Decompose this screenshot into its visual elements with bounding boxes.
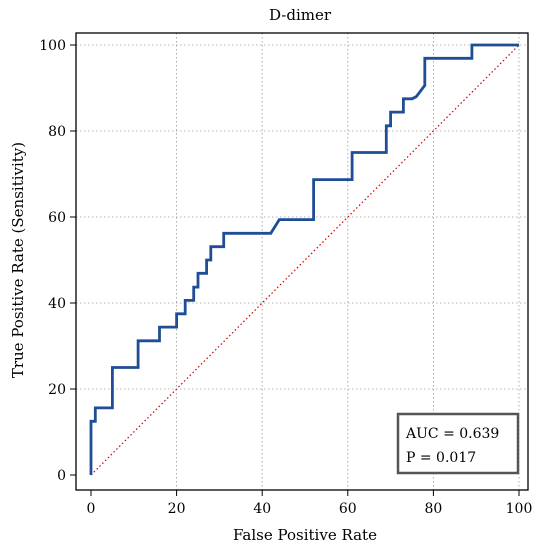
auc-value: AUC = 0.639 (405, 426, 499, 442)
x-axis-label: False Positive Rate (233, 526, 377, 544)
x-tick-label: 20 (168, 501, 186, 517)
y-tick-label: 60 (48, 210, 66, 226)
x-axis-ticks: 0 20 40 60 80 100 (87, 490, 533, 517)
y-axis-ticks: 0 20 40 60 80 100 (39, 38, 76, 484)
roc-curve (89, 43, 519, 475)
reference-diagonal-line (90, 44, 520, 476)
y-tick-label: 80 (48, 124, 66, 140)
y-axis-label: True Positive Rate (Sensitivity) (9, 142, 27, 378)
x-tick-label: 40 (253, 501, 271, 517)
y-tick-label: 0 (57, 468, 66, 484)
x-tick-label: 60 (339, 501, 357, 517)
annotation-frame (396, 412, 520, 475)
x-tick-label: 0 (87, 501, 96, 517)
y-tick-label: 40 (48, 296, 66, 312)
chart-title: D-dimer (269, 6, 332, 24)
auc-annotation-box: AUC = 0.639 P = 0.017 (396, 412, 520, 475)
plot-frame (75, 32, 529, 491)
series-group (89, 43, 520, 476)
p-value: P = 0.017 (406, 450, 476, 466)
y-tick-label: 20 (48, 382, 66, 398)
y-tick-label: 100 (39, 38, 66, 54)
grid-lines (76, 33, 528, 490)
x-tick-label: 100 (506, 501, 533, 517)
x-tick-label: 80 (424, 501, 442, 517)
